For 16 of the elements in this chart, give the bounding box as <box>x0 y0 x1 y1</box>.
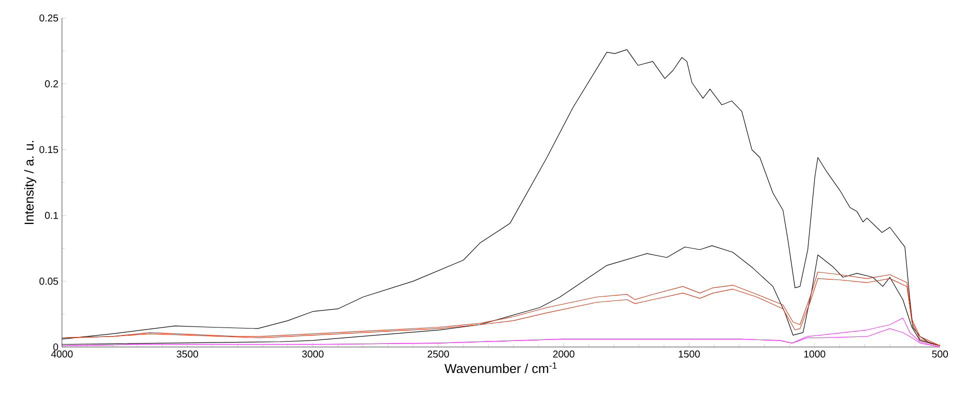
y-tick-label: 0.1 <box>45 212 58 219</box>
y-axis-title: Intensity / a. u. <box>24 140 36 224</box>
y-tick-label: 0.05 <box>39 278 58 285</box>
x-tick-label: 500 <box>932 350 948 358</box>
x-tick-label: 2500 <box>428 350 449 358</box>
x-tick-label: 3000 <box>302 350 324 358</box>
y-tick-label: 0.25 <box>39 14 58 22</box>
x-axis-title: Wavenumber / cm$^{-1}$ <box>444 362 557 374</box>
y-tick-label: 0 <box>53 343 58 351</box>
x-tick-label: 3500 <box>176 350 198 358</box>
x-tick-label: 4000 <box>51 350 73 358</box>
x-tick-label: 2000 <box>553 350 574 358</box>
x-tick-label: 1000 <box>804 350 826 358</box>
x-tick-label: 1500 <box>678 350 700 358</box>
y-tick-label: 0.2 <box>45 80 58 88</box>
y-tick-label: 0.15 <box>39 146 58 154</box>
